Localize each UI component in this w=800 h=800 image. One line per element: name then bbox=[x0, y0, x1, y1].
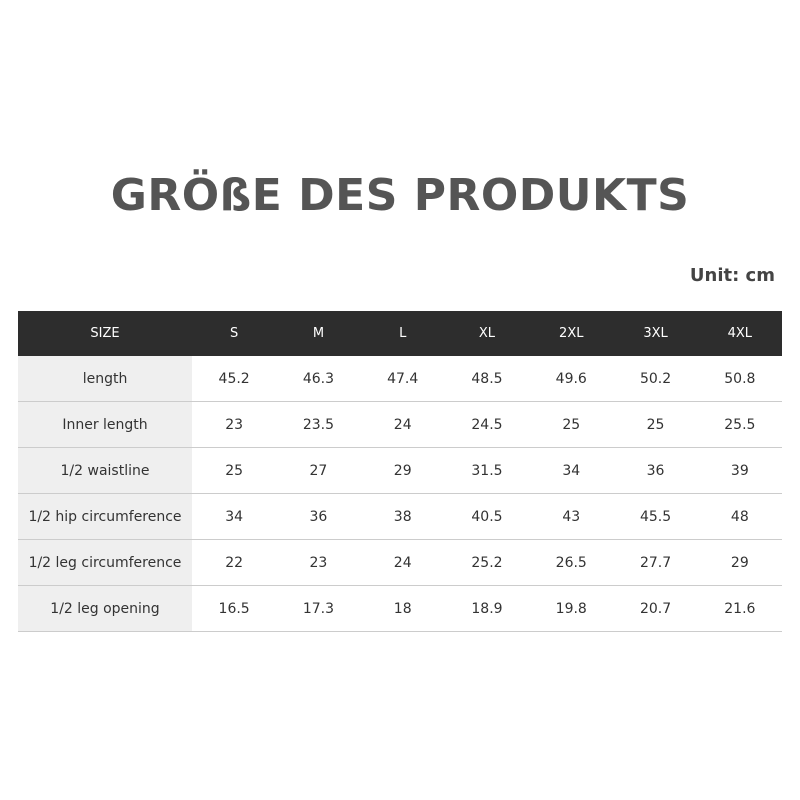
table-row: 1/2 leg circumference 22 23 24 25.2 26.5 27.7 2… bbox=[18, 539, 782, 586]
column-header: SIZE bbox=[18, 311, 192, 356]
table-row: 1/2 waistline 25 27 29 31.5 34 36 39 bbox=[18, 447, 782, 494]
column-header: 3XL bbox=[613, 311, 698, 356]
table-row: 1/2 leg opening 16.5 17.3 18 18.9 19.8 20.7 21.… bbox=[18, 585, 782, 632]
column-header: L bbox=[360, 311, 445, 356]
table-cell: 31.5 bbox=[444, 447, 530, 494]
column-header: S bbox=[192, 311, 277, 356]
column-header: 2XL bbox=[529, 311, 614, 356]
table-cell: 25 bbox=[192, 447, 277, 494]
table-cell: 45.2 bbox=[192, 356, 277, 402]
table-cell: 23 bbox=[276, 539, 361, 586]
table-cell: 23 bbox=[192, 401, 277, 448]
size-table: SIZE S M L XL 2XL 3XL 4XL length 45.2 46.3 47.4 48.… bbox=[18, 311, 782, 632]
column-header: 4XL bbox=[697, 311, 782, 356]
unit-label: Unit: cm bbox=[689, 265, 775, 286]
table-cell: 49.6 bbox=[529, 356, 614, 402]
page-title: GRÖßE DES PRODUKTS bbox=[110, 170, 690, 221]
table-cell: 18.9 bbox=[444, 585, 530, 632]
row-label: length bbox=[18, 356, 192, 402]
table-cell: 50.8 bbox=[697, 356, 782, 402]
table-cell: 24.5 bbox=[444, 401, 530, 448]
table-cell: 18 bbox=[360, 585, 445, 632]
table-cell: 29 bbox=[697, 539, 782, 586]
table-cell: 24 bbox=[360, 401, 445, 448]
table-cell: 45.5 bbox=[613, 493, 698, 540]
column-header: XL bbox=[444, 311, 530, 356]
table-cell: 27.7 bbox=[613, 539, 698, 586]
table-cell: 21.6 bbox=[697, 585, 782, 632]
table-cell: 17.3 bbox=[276, 585, 361, 632]
table-cell: 46.3 bbox=[276, 356, 361, 402]
table-cell: 23.5 bbox=[276, 401, 361, 448]
row-label: 1/2 leg circumference bbox=[18, 539, 192, 586]
table-cell: 38 bbox=[360, 493, 445, 540]
table-cell: 48.5 bbox=[444, 356, 530, 402]
table-cell: 43 bbox=[529, 493, 614, 540]
row-label: Inner length bbox=[18, 401, 192, 448]
table-cell: 25.5 bbox=[697, 401, 782, 448]
row-label: 1/2 waistline bbox=[18, 447, 192, 494]
table-row: Inner length 23 23.5 24 24.5 25 25 25.5 bbox=[18, 401, 782, 448]
table-cell: 34 bbox=[529, 447, 614, 494]
table-cell: 20.7 bbox=[613, 585, 698, 632]
table-cell: 26.5 bbox=[529, 539, 614, 586]
table-header-row: SIZE S M L XL 2XL 3XL 4XL bbox=[18, 311, 782, 356]
table-cell: 24 bbox=[360, 539, 445, 586]
table-cell: 50.2 bbox=[613, 356, 698, 402]
table-cell: 25 bbox=[613, 401, 698, 448]
row-label: 1/2 leg opening bbox=[18, 585, 192, 632]
table-cell: 48 bbox=[697, 493, 782, 540]
table-cell: 39 bbox=[697, 447, 782, 494]
table-row: length 45.2 46.3 47.4 48.5 49.6 50.2 50.8 bbox=[18, 356, 782, 402]
table-cell: 16.5 bbox=[192, 585, 277, 632]
table-cell: 36 bbox=[613, 447, 698, 494]
table-cell: 40.5 bbox=[444, 493, 530, 540]
table-cell: 29 bbox=[360, 447, 445, 494]
table-row: 1/2 hip circumference 34 36 38 40.5 43 45.5 48 bbox=[18, 493, 782, 540]
table-cell: 36 bbox=[276, 493, 361, 540]
table-cell: 47.4 bbox=[360, 356, 445, 402]
table-cell: 27 bbox=[276, 447, 361, 494]
table-cell: 25.2 bbox=[444, 539, 530, 586]
table-cell: 22 bbox=[192, 539, 277, 586]
row-label: 1/2 hip circumference bbox=[18, 493, 192, 540]
table-cell: 25 bbox=[529, 401, 614, 448]
table-cell: 34 bbox=[192, 493, 277, 540]
table-cell: 19.8 bbox=[529, 585, 614, 632]
column-header: M bbox=[276, 311, 361, 356]
